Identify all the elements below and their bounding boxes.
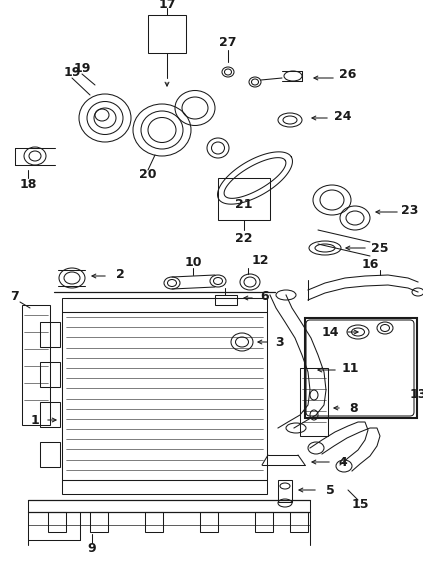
Bar [62,480,267,494]
Text: 25: 25 [371,241,389,254]
Bar [40,362,60,387]
Text: 14: 14 [321,325,339,338]
Text: 16: 16 [361,259,379,272]
Text: 5: 5 [326,484,334,497]
Bar [215,295,237,305]
Text: 7: 7 [10,289,18,302]
Text: 15: 15 [351,498,369,511]
Bar [90,512,108,532]
Bar [148,15,186,53]
Text: 22: 22 [235,232,253,245]
Text: 21: 21 [235,198,253,211]
Text: 27: 27 [219,37,237,50]
Text: 17: 17 [158,0,176,11]
Bar [22,305,50,425]
Text: 11: 11 [341,362,359,375]
Bar [300,368,328,436]
Text: 6: 6 [261,290,269,303]
Bar [305,318,417,418]
Text: 19: 19 [73,62,91,75]
Text: 1: 1 [30,414,39,427]
Text: 23: 23 [401,203,419,216]
Text: 26: 26 [339,68,357,81]
Text: 12: 12 [251,254,269,267]
Bar [290,512,308,532]
Bar [48,512,66,532]
Text: 13: 13 [409,389,423,402]
Bar [145,512,163,532]
Bar [62,298,267,312]
Bar [62,312,267,480]
Bar [40,402,60,427]
Text: 10: 10 [184,257,202,270]
Text: 18: 18 [19,179,37,192]
Text: 24: 24 [334,110,352,123]
Text: 9: 9 [88,541,96,554]
Bar [40,442,60,467]
Text: 2: 2 [115,267,124,280]
Bar [200,512,218,532]
Bar [40,322,60,347]
Text: 4: 4 [339,455,347,468]
Text: 20: 20 [139,168,157,181]
Bar [278,480,292,502]
Bar [255,512,273,532]
Text: 3: 3 [276,336,284,349]
Bar [218,178,270,220]
Text: 8: 8 [350,402,358,415]
Text: 19: 19 [63,66,81,79]
